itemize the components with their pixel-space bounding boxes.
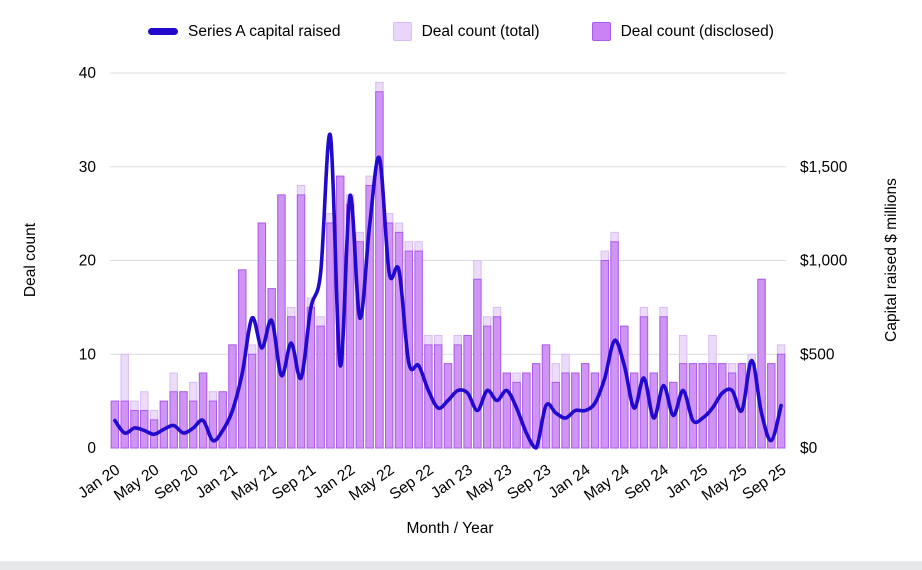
legend: Series A capital raised Deal count (tota… bbox=[0, 22, 922, 41]
x-axis-tick-label: Sep 25 bbox=[739, 461, 789, 503]
bar-disclosed bbox=[385, 222, 394, 449]
bar-disclosed bbox=[434, 344, 443, 449]
bar-disclosed bbox=[198, 372, 208, 449]
legend-item-deal-count-total[interactable]: Deal count (total) bbox=[392, 22, 540, 41]
x-axis-tick-label: Sep 22 bbox=[387, 461, 437, 503]
bar-disclosed bbox=[727, 372, 737, 449]
legend-label: Deal count (total) bbox=[421, 22, 540, 40]
right-axis-tick-label: $0 bbox=[800, 440, 818, 457]
left-axis-tick-label: 30 bbox=[79, 159, 97, 176]
bar-disclosed bbox=[287, 316, 296, 449]
x-axis-tick-label: May 20 bbox=[111, 461, 163, 504]
left-axis-tick-label: 40 bbox=[79, 65, 97, 82]
bar-disclosed bbox=[296, 194, 306, 449]
bar-disclosed bbox=[267, 288, 276, 449]
left-axis-tick-label: 0 bbox=[87, 440, 96, 457]
window-bottom-bar bbox=[0, 561, 922, 570]
x-axis-title: Month / Year bbox=[406, 520, 494, 537]
bar-disclosed bbox=[698, 363, 707, 449]
bar-disclosed bbox=[776, 353, 786, 449]
x-axis-tick-label: May 21 bbox=[229, 461, 280, 504]
bar-disclosed bbox=[208, 400, 218, 449]
bar-disclosed bbox=[767, 363, 776, 449]
bar-disclosed bbox=[659, 316, 668, 449]
bar-disclosed bbox=[473, 278, 482, 449]
bar-disclosed bbox=[718, 363, 727, 449]
bar-disclosed bbox=[757, 278, 766, 449]
x-axis-tick-label: Sep 23 bbox=[504, 461, 554, 503]
left-axis-tick-label: 10 bbox=[79, 346, 97, 363]
bar-disclosed bbox=[600, 260, 609, 449]
bar-disclosed bbox=[502, 372, 511, 449]
bar-disclosed bbox=[218, 391, 227, 449]
bar-disclosed bbox=[375, 91, 384, 449]
legend-label: Deal count (disclosed) bbox=[620, 22, 774, 40]
left-axis-title: Deal count bbox=[22, 222, 39, 298]
bar-disclosed bbox=[326, 222, 335, 449]
right-axis-tick-label: $1,000 bbox=[800, 253, 848, 270]
bar-disclosed bbox=[169, 391, 178, 449]
bar-disclosed bbox=[522, 372, 531, 449]
bar-disclosed-swatch-icon bbox=[591, 22, 611, 41]
x-axis-tick-label: Sep 20 bbox=[152, 461, 202, 503]
x-axis-tick-label: Sep 24 bbox=[622, 461, 672, 503]
bar-disclosed bbox=[678, 363, 688, 449]
bar-disclosed bbox=[492, 316, 502, 449]
right-axis-title: Capital raised $ millions bbox=[883, 178, 900, 342]
x-axis-tick-label: May 25 bbox=[699, 461, 750, 504]
bar-disclosed bbox=[355, 241, 365, 449]
legend-label: Series A capital raised bbox=[188, 22, 341, 40]
bar-disclosed bbox=[482, 325, 492, 449]
x-axis-tick-label: May 24 bbox=[581, 461, 633, 504]
legend-item-deal-count-disclosed[interactable]: Deal count (disclosed) bbox=[591, 22, 774, 41]
bar-disclosed bbox=[365, 185, 374, 449]
bar-disclosed bbox=[404, 250, 414, 449]
left-axis-tick-label: 20 bbox=[79, 253, 97, 270]
bar-disclosed bbox=[247, 353, 257, 449]
bar-disclosed bbox=[394, 231, 404, 449]
x-axis-tick-label: May 23 bbox=[464, 461, 515, 504]
right-axis-tick-label: $500 bbox=[800, 346, 835, 363]
bar-disclosed bbox=[316, 325, 325, 449]
x-axis-tick-label: May 22 bbox=[346, 461, 397, 504]
capital-raised-line bbox=[113, 132, 783, 450]
bar-disclosed bbox=[688, 363, 698, 449]
bar-disclosed bbox=[561, 372, 570, 449]
line-series-swatch-icon bbox=[148, 28, 179, 35]
bar-disclosed bbox=[159, 400, 169, 449]
x-axis-tick-label: Sep 21 bbox=[269, 461, 319, 503]
bar-disclosed bbox=[590, 372, 600, 449]
bar-disclosed bbox=[541, 344, 551, 449]
bar-disclosed bbox=[629, 372, 639, 449]
bar-disclosed bbox=[414, 250, 423, 449]
right-axis-tick-label: $1,500 bbox=[800, 159, 848, 176]
bar-disclosed bbox=[179, 391, 188, 449]
bar-total-swatch-icon bbox=[392, 22, 412, 41]
bar-disclosed bbox=[120, 400, 129, 449]
legend-item-capital-raised[interactable]: Series A capital raised bbox=[148, 23, 341, 41]
bar-disclosed bbox=[580, 363, 590, 449]
bar-disclosed bbox=[277, 194, 286, 449]
bar-disclosed bbox=[453, 344, 462, 449]
